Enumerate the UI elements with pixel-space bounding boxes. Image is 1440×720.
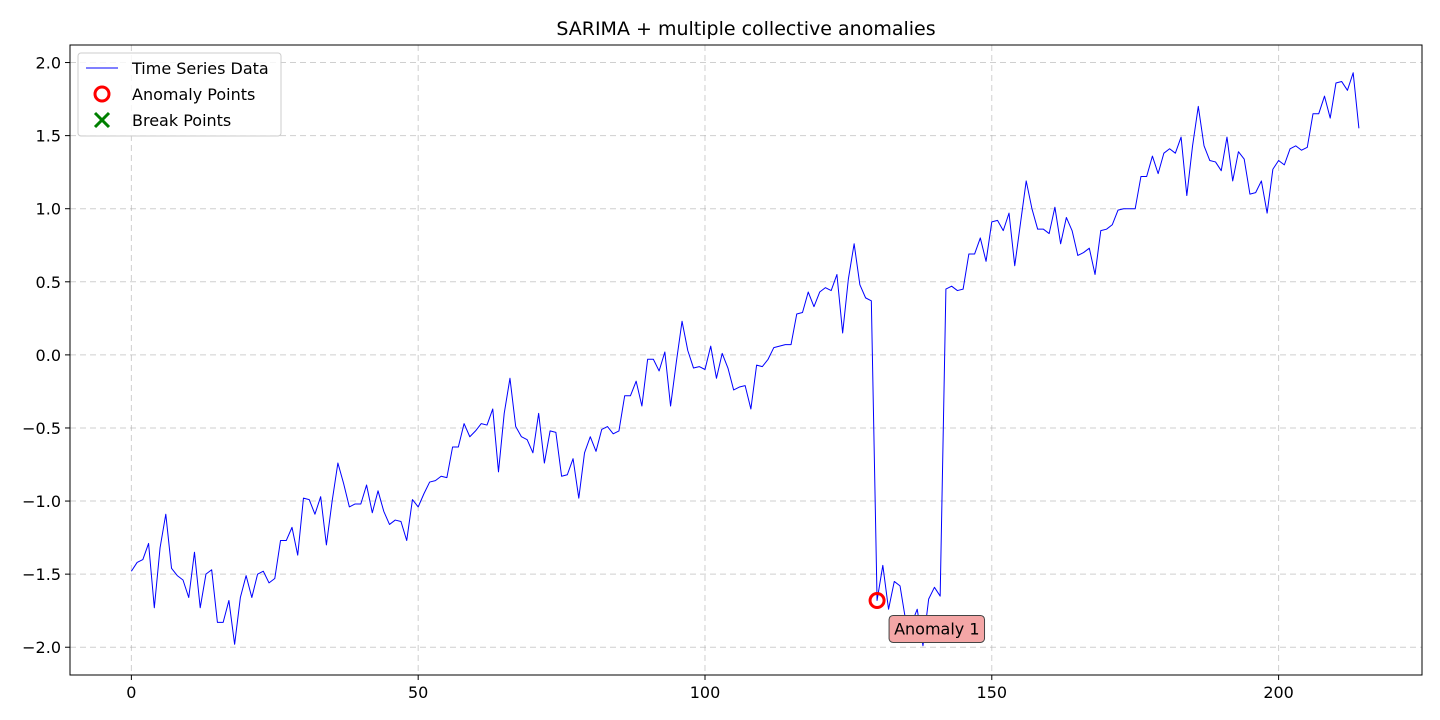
series-line — [130, 72, 1360, 647]
x-tick-label: 0 — [126, 683, 136, 702]
y-tick-label: 1.0 — [36, 200, 61, 219]
anomaly-annotation: Anomaly 1 — [888, 614, 986, 643]
y-tick-label: 0.5 — [36, 273, 61, 292]
axes-layer: 0 50 100 150 200 2.0 1.5 1.0 0.5 0.0 −0.5 −1.0 −1.5 −… — [22, 44, 1423, 702]
legend-label: Time Series Data — [131, 59, 269, 78]
series-layer — [130, 72, 1360, 647]
anomaly-layer: Anomaly 1 — [868, 591, 986, 643]
x-tick-label: 100 — [690, 683, 721, 702]
legend-box — [77, 52, 282, 137]
x-tick-label: 50 — [408, 683, 428, 702]
annotation-box — [888, 614, 986, 643]
annotation-text: Anomaly 1 — [894, 619, 979, 638]
legend-x-marker — [93, 111, 111, 129]
y-tick-label: 1.5 — [36, 127, 61, 146]
grid-layer — [70, 45, 1422, 675]
y-tick-label: 0.0 — [36, 346, 61, 365]
plot-frame — [69, 44, 1423, 676]
y-tick-label: −1.0 — [22, 492, 61, 511]
y-tick-label: 2.0 — [36, 54, 61, 73]
chart-title: SARIMA + multiple collective anomalies — [556, 18, 935, 40]
y-tick-label: −2.0 — [22, 638, 61, 657]
x-tick-label: 150 — [977, 683, 1008, 702]
anomaly-point — [868, 591, 886, 609]
y-tick-label: −0.5 — [22, 419, 61, 438]
legend: Time Series Data Anomaly Points Break Poin… — [77, 52, 282, 137]
legend-label: Anomaly Points — [132, 85, 255, 104]
legend-label: Break Points — [132, 111, 231, 130]
legend-circle-marker — [93, 85, 111, 103]
y-tick-label: −1.5 — [22, 565, 61, 584]
x-tick-label: 200 — [1263, 683, 1294, 702]
